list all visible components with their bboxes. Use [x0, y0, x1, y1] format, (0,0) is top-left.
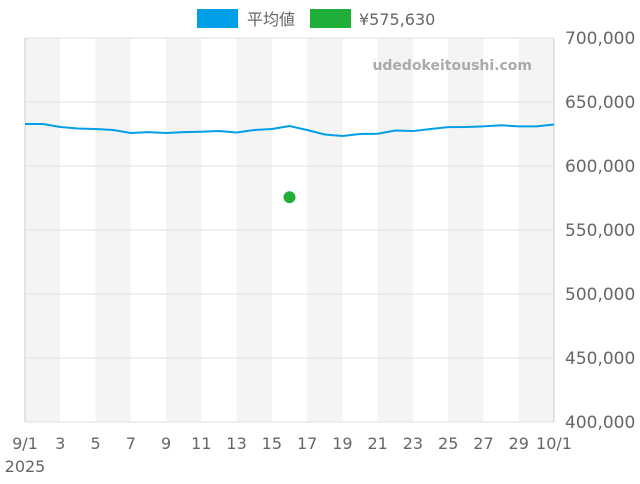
legend-swatch-average — [197, 9, 238, 28]
legend-swatch-price — [310, 9, 351, 28]
x-year-label: 2025 — [5, 457, 46, 476]
y-tick-label: 450,000 — [565, 349, 635, 369]
x-tick-label: 19 — [332, 434, 352, 453]
plot-marks — [25, 123, 555, 204]
y-tick-label: 700,000 — [565, 29, 635, 49]
legend: 平均値 ¥575,630 — [197, 9, 435, 29]
x-tick-label: 5 — [90, 434, 100, 453]
watermark: udedokeitoushi.com — [372, 58, 532, 74]
legend-label-average: 平均値 — [247, 10, 295, 29]
legend-label-price: ¥575,630 — [359, 10, 435, 29]
x-tick-label: 15 — [262, 434, 282, 453]
price-point — [283, 191, 296, 204]
y-axis-labels: 700,000 650,000 600,000 550,000 500,000 450,0… — [565, 29, 635, 433]
x-tick-label: 29 — [509, 434, 529, 453]
x-tick-label: 23 — [403, 434, 423, 453]
x-tick-label: 7 — [126, 434, 136, 453]
x-tick-label: 21 — [367, 434, 387, 453]
x-tick-label: 17 — [297, 434, 317, 453]
y-tick-label: 500,000 — [565, 285, 635, 305]
x-axis-labels: 9/1 3 5 7 9 11 13 15 17 19 21 23 25 27 29 10/1 — [12, 434, 572, 453]
x-tick-label: 3 — [55, 434, 65, 453]
average-line — [25, 123, 555, 138]
y-tick-label: 400,000 — [565, 413, 635, 433]
x-tick-label: 9/1 — [12, 434, 38, 453]
y-tick-label: 600,000 — [565, 157, 635, 177]
y-tick-label: 550,000 — [565, 221, 635, 241]
x-tick-label: 11 — [191, 434, 211, 453]
x-tick-label: 9 — [161, 434, 171, 453]
x-tick-label: 25 — [438, 434, 458, 453]
x-tick-label: 13 — [226, 434, 246, 453]
x-tick-label: 10/1 — [536, 434, 572, 453]
x-tick-label: 27 — [473, 434, 493, 453]
y-tick-label: 650,000 — [565, 93, 635, 113]
grid-lines — [24, 37, 555, 423]
